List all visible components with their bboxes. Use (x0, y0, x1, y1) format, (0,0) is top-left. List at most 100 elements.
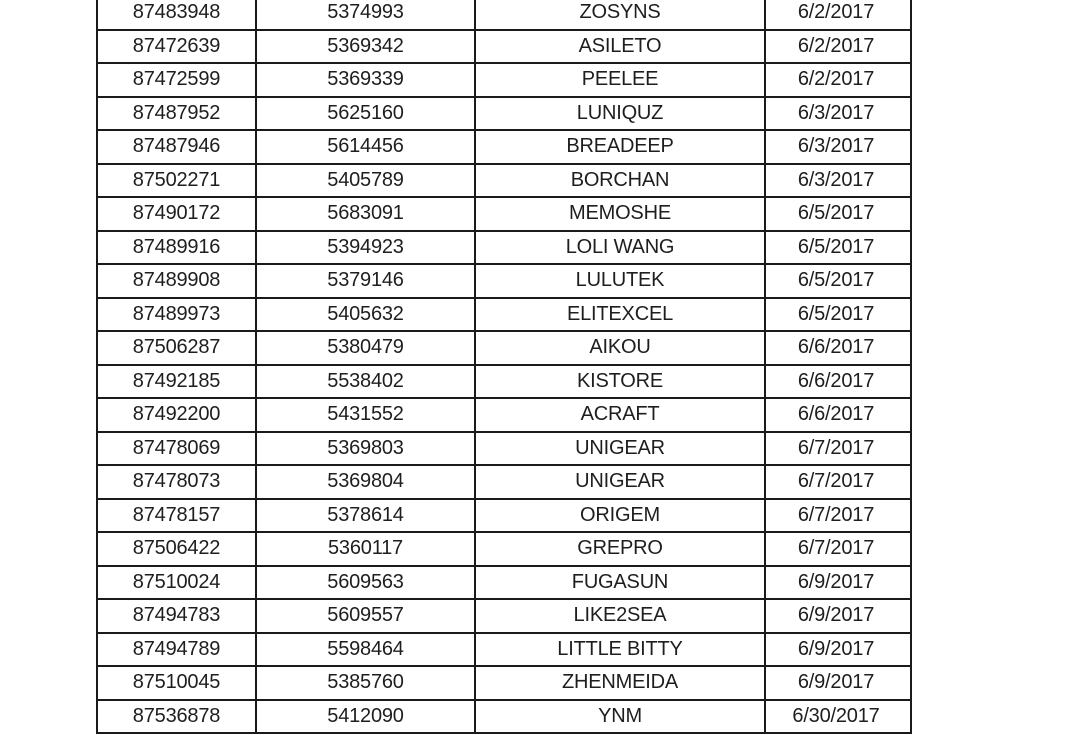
id-cell: 87489973 (98, 298, 257, 330)
name-cell: LIKE2SEA (476, 600, 766, 632)
date-cell: 6/6/2017 (797, 336, 875, 359)
id-cell: 87472599 (98, 64, 257, 96)
number-cell: 5374993 (257, 0, 476, 29)
name-cell: PEELEE (476, 64, 766, 96)
name-cell: UNIGEAR (476, 432, 766, 464)
data-table: 87483948 5374993 ZOSYNS 6/2/2017 87472639 536… (96, 0, 912, 734)
id-cell: 87506422 (98, 533, 257, 565)
id-cell: 87483948 (98, 0, 257, 29)
number-cell: 5609563 (257, 566, 476, 598)
table-row: 87536878 5412090 YNM 6/30/2017 (98, 700, 910, 734)
date-cell: 6/5/2017 (797, 302, 875, 325)
name-cell: GREPRO (476, 533, 766, 565)
table-row: 87494783 5609557 LIKE2SEA 6/9/2017 (98, 600, 910, 634)
id-cell: 87494789 (98, 633, 257, 665)
table-row: 87472599 5369339 PEELEE 6/2/2017 (98, 64, 910, 98)
number-cell: 5369804 (257, 466, 476, 498)
table-row: 87483948 5374993 ZOSYNS 6/2/2017 (98, 0, 910, 31)
id-cell: 87510045 (98, 667, 257, 699)
id-cell: 87472639 (98, 30, 257, 62)
name-cell: BREADEEP (476, 131, 766, 163)
number-cell: 5369342 (257, 30, 476, 62)
table-row: 87478157 5378614 ORIGEM 6/7/2017 (98, 499, 910, 533)
name-cell: AIKOU (476, 332, 766, 364)
number-cell: 5385760 (257, 667, 476, 699)
table-row: 87490172 5683091 MEMOSHE 6/5/2017 (98, 198, 910, 232)
number-cell: 5625160 (257, 97, 476, 129)
table-row: 87489916 5394923 LOLI WANG 6/5/2017 (98, 231, 910, 265)
date-cell: 6/2/2017 (797, 68, 875, 91)
number-cell: 5369339 (257, 64, 476, 96)
table-row: 87506287 5380479 AIKOU 6/6/2017 (98, 332, 910, 366)
id-cell: 87487952 (98, 97, 257, 129)
number-cell: 5405789 (257, 164, 476, 196)
table-row: 87494789 5598464 LITTLE BITTY 6/9/2017 (98, 633, 910, 667)
number-cell: 5360117 (257, 533, 476, 565)
name-cell: BORCHAN (476, 164, 766, 196)
table-row: 87487952 5625160 LUNIQUZ 6/3/2017 (98, 97, 910, 131)
date-cell: 6/9/2017 (797, 570, 875, 593)
date-cell: 6/3/2017 (797, 101, 875, 124)
name-cell: YNM (476, 700, 766, 732)
table-row: 87489908 5379146 LULUTEK 6/5/2017 (98, 265, 910, 299)
name-cell: ORIGEM (476, 499, 766, 531)
name-cell: LITTLE BITTY (476, 633, 766, 665)
table-row: 87492185 5538402 KISTORE 6/6/2017 (98, 365, 910, 399)
name-cell: MEMOSHE (476, 198, 766, 230)
number-cell: 5405632 (257, 298, 476, 330)
id-cell: 87489916 (98, 231, 257, 263)
table-row: 87510045 5385760 ZHENMEIDA 6/9/2017 (98, 667, 910, 701)
id-cell: 87478157 (98, 499, 257, 531)
table-row: 87478073 5369804 UNIGEAR 6/7/2017 (98, 466, 910, 500)
name-cell: ZHENMEIDA (476, 667, 766, 699)
date-cell: 6/7/2017 (797, 436, 875, 459)
id-cell: 87536878 (98, 700, 257, 732)
name-cell: ASILETO (476, 30, 766, 62)
date-cell: 6/9/2017 (797, 671, 875, 694)
number-cell: 5431552 (257, 399, 476, 431)
name-cell: LULUTEK (476, 265, 766, 297)
id-cell: 87510024 (98, 566, 257, 598)
name-cell: ACRAFT (476, 399, 766, 431)
number-cell: 5412090 (257, 700, 476, 732)
date-cell: 6/7/2017 (797, 537, 875, 560)
date-cell: 6/9/2017 (797, 637, 875, 660)
id-cell: 87492185 (98, 365, 257, 397)
id-cell: 87489908 (98, 265, 257, 297)
name-cell: KISTORE (476, 365, 766, 397)
table-row: 87489973 5405632 ELITEXCEL 6/5/2017 (98, 298, 910, 332)
date-cell: 6/9/2017 (797, 604, 875, 627)
date-cell: 6/2/2017 (797, 1, 875, 24)
name-cell: UNIGEAR (476, 466, 766, 498)
id-cell: 87502271 (98, 164, 257, 196)
name-cell: FUGASUN (476, 566, 766, 598)
id-cell: 87492200 (98, 399, 257, 431)
date-cell: 6/6/2017 (797, 403, 875, 426)
date-cell: 6/5/2017 (797, 202, 875, 225)
date-cell: 6/5/2017 (797, 269, 875, 292)
date-cell: 6/2/2017 (797, 34, 875, 57)
id-cell: 87478073 (98, 466, 257, 498)
date-cell: 6/5/2017 (797, 235, 875, 258)
date-cell: 6/30/2017 (792, 704, 880, 727)
date-cell: 6/3/2017 (797, 168, 875, 191)
table-row: 87487946 5614456 BREADEEP 6/3/2017 (98, 131, 910, 165)
number-cell: 5609557 (257, 600, 476, 632)
date-cell: 6/6/2017 (797, 369, 875, 392)
number-cell: 5378614 (257, 499, 476, 531)
name-cell: ZOSYNS (476, 0, 766, 29)
name-cell: ELITEXCEL (476, 298, 766, 330)
number-cell: 5614456 (257, 131, 476, 163)
number-cell: 5394923 (257, 231, 476, 263)
date-cell: 6/7/2017 (797, 470, 875, 493)
date-cell: 6/7/2017 (797, 503, 875, 526)
table-row: 87478069 5369803 UNIGEAR 6/7/2017 (98, 432, 910, 466)
id-cell: 87494783 (98, 600, 257, 632)
table-row: 87492200 5431552 ACRAFT 6/6/2017 (98, 399, 910, 433)
number-cell: 5369803 (257, 432, 476, 464)
id-cell: 87490172 (98, 198, 257, 230)
name-cell: LOLI WANG (476, 231, 766, 263)
table-row: 87502271 5405789 BORCHAN 6/3/2017 (98, 164, 910, 198)
name-cell: LUNIQUZ (476, 97, 766, 129)
id-cell: 87506287 (98, 332, 257, 364)
